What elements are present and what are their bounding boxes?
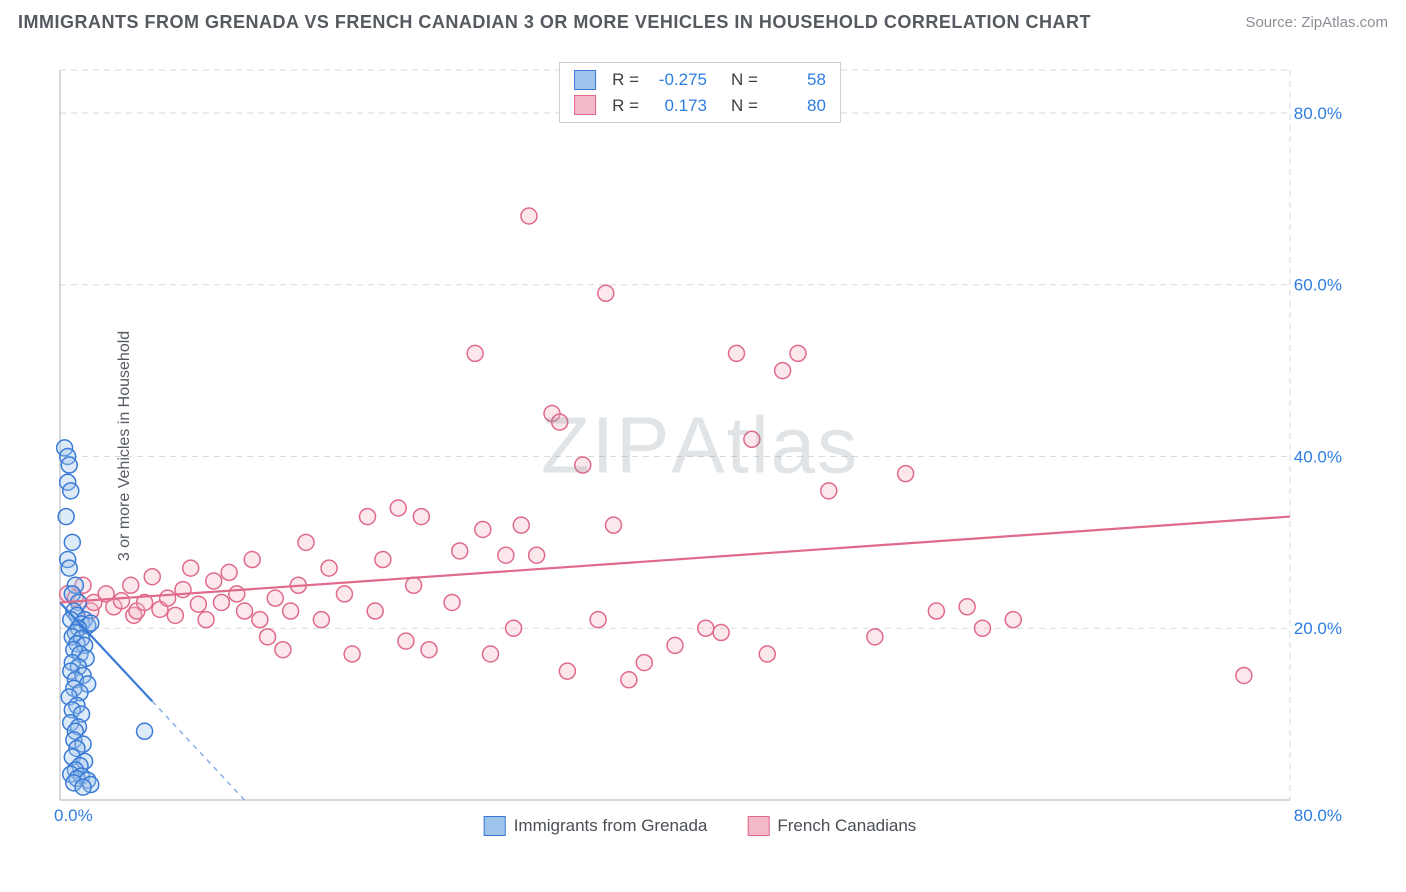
scatter-point [237,603,253,619]
svg-text:40.0%: 40.0% [1294,447,1342,466]
scatter-point [621,672,637,688]
scatter-point [521,208,537,224]
scatter-point [160,590,176,606]
x-axis-max: 80.0% [1294,806,1342,826]
scatter-point [206,573,222,589]
scatter-point [598,285,614,301]
scatter-point [529,547,545,563]
svg-text:20.0%: 20.0% [1294,619,1342,638]
scatter-point [313,612,329,628]
x-axis-min: 0.0% [54,806,93,826]
scatter-point [636,655,652,671]
scatter-point [260,629,276,645]
scatter-point [336,586,352,602]
swatch-icon [574,70,596,90]
swatch-icon [747,816,769,836]
scatter-point [275,642,291,658]
scatter-point [344,646,360,662]
legend-item-0: Immigrants from Grenada [484,816,708,836]
scatter-point [321,560,337,576]
scatter-point [244,552,260,568]
swatch-icon [574,95,596,115]
scatter-point [61,457,77,473]
scatter-point [590,612,606,628]
scatter-point [821,483,837,499]
scatter-point [759,646,775,662]
scatter-point [75,779,91,795]
scatter-point [606,517,622,533]
scatter-point [229,586,245,602]
scatter-point [475,521,491,537]
scatter-point [298,534,314,550]
scatter-point [58,509,74,525]
scatter-point [283,603,299,619]
scatter-point [137,723,153,739]
scatter-plot: 20.0%40.0%60.0%80.0% ZIPAtlas R = -0.275… [50,60,1350,840]
scatter-point [713,625,729,641]
chart-svg: 20.0% 40.0% 60.0% 80.0% [50,60,1350,840]
scatter-point [390,500,406,516]
scatter-point [213,594,229,610]
scatter-point [513,517,529,533]
stats-legend: R = -0.275 N = 58 R = 0.173 N = 80 [559,62,841,123]
scatter-point [267,590,283,606]
scatter-point [421,642,437,658]
scatter-point [928,603,944,619]
scatter-point [375,552,391,568]
scatter-point [1005,612,1021,628]
legend-item-1: French Canadians [747,816,916,836]
svg-text:60.0%: 60.0% [1294,276,1342,295]
scatter-point [360,509,376,525]
scatter-point [190,596,206,612]
scatter-point [559,663,575,679]
scatter-point [114,593,130,609]
scatter-point [552,414,568,430]
scatter-point [61,560,77,576]
scatter-point [64,534,80,550]
stats-row-1: R = 0.173 N = 80 [574,93,826,119]
scatter-point [221,564,237,580]
scatter-point [667,637,683,653]
scatter-point [790,345,806,361]
scatter-point [729,345,745,361]
chart-title: IMMIGRANTS FROM GRENADA VS FRENCH CANADI… [18,12,1091,33]
scatter-point [698,620,714,636]
scatter-point [975,620,991,636]
scatter-point [498,547,514,563]
scatter-point [406,577,422,593]
scatter-point [167,607,183,623]
svg-text:80.0%: 80.0% [1294,104,1342,123]
scatter-point [252,612,268,628]
scatter-point [367,603,383,619]
scatter-point [1236,667,1252,683]
scatter-point [63,483,79,499]
scatter-point [198,612,214,628]
scatter-point [744,431,760,447]
scatter-point [506,620,522,636]
scatter-point [575,457,591,473]
scatter-point [144,569,160,585]
scatter-point [444,594,460,610]
swatch-icon [484,816,506,836]
scatter-point [467,345,483,361]
stats-row-0: R = -0.275 N = 58 [574,67,826,93]
series-legend: Immigrants from Grenada French Canadians [484,816,917,836]
chart-source: Source: ZipAtlas.com [1245,14,1388,31]
scatter-point [898,466,914,482]
scatter-point [398,633,414,649]
scatter-point [413,509,429,525]
scatter-point [183,560,199,576]
scatter-point [867,629,883,645]
scatter-point [775,363,791,379]
scatter-point [959,599,975,615]
scatter-point [452,543,468,559]
scatter-point [123,577,139,593]
scatter-point [483,646,499,662]
